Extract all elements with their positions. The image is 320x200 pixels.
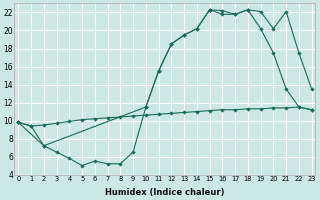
X-axis label: Humidex (Indice chaleur): Humidex (Indice chaleur) <box>105 188 225 197</box>
